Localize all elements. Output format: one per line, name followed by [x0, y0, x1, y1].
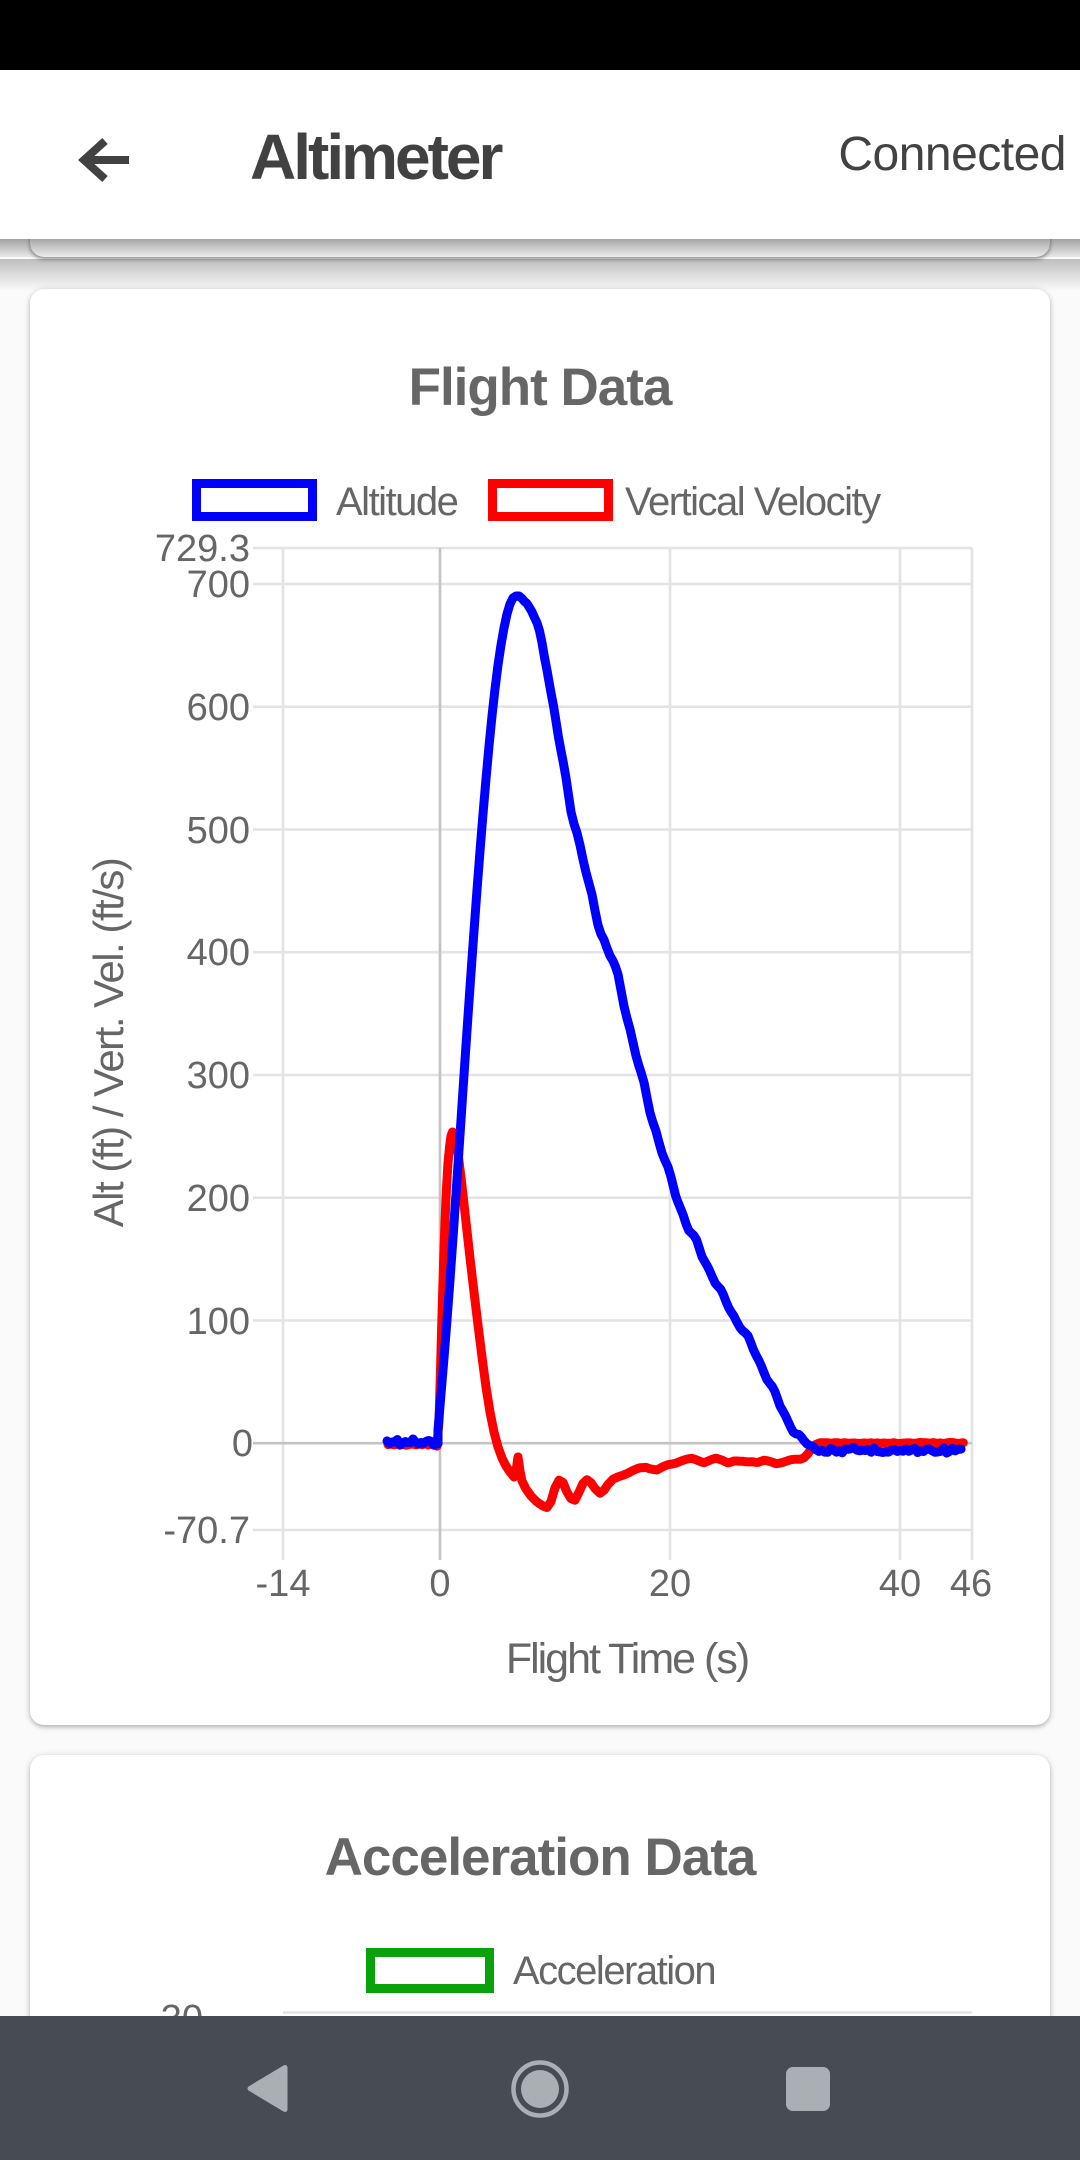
svg-text:20: 20	[649, 1563, 691, 1605]
svg-text:-70.7: -70.7	[163, 1510, 250, 1552]
svg-text:600: 600	[187, 687, 250, 729]
svg-text:Vertical Velocity: Vertical Velocity	[625, 480, 881, 524]
svg-text:Altitude: Altitude	[336, 480, 458, 524]
svg-text:0: 0	[232, 1423, 253, 1465]
svg-text:400: 400	[187, 932, 250, 974]
svg-text:729.3: 729.3	[155, 528, 250, 570]
svg-text:300: 300	[187, 1055, 250, 1097]
svg-text:46: 46	[950, 1563, 992, 1605]
svg-text:Alt (ft) / Vert. Vel. (ft/s): Alt (ft) / Vert. Vel. (ft/s)	[85, 859, 132, 1228]
svg-text:500: 500	[187, 810, 250, 852]
svg-text:Acceleration: Acceleration	[513, 1949, 715, 1993]
svg-text:-14: -14	[256, 1563, 311, 1605]
svg-text:Acceleration Data: Acceleration Data	[325, 1828, 757, 1887]
svg-text:40: 40	[879, 1563, 921, 1605]
svg-text:Flight Data: Flight Data	[409, 358, 673, 417]
svg-text:200: 200	[187, 1178, 250, 1220]
svg-text:100: 100	[187, 1301, 250, 1343]
svg-text:0: 0	[429, 1563, 450, 1605]
svg-text:700: 700	[187, 564, 250, 606]
svg-text:Flight Time (s): Flight Time (s)	[506, 1635, 748, 1683]
